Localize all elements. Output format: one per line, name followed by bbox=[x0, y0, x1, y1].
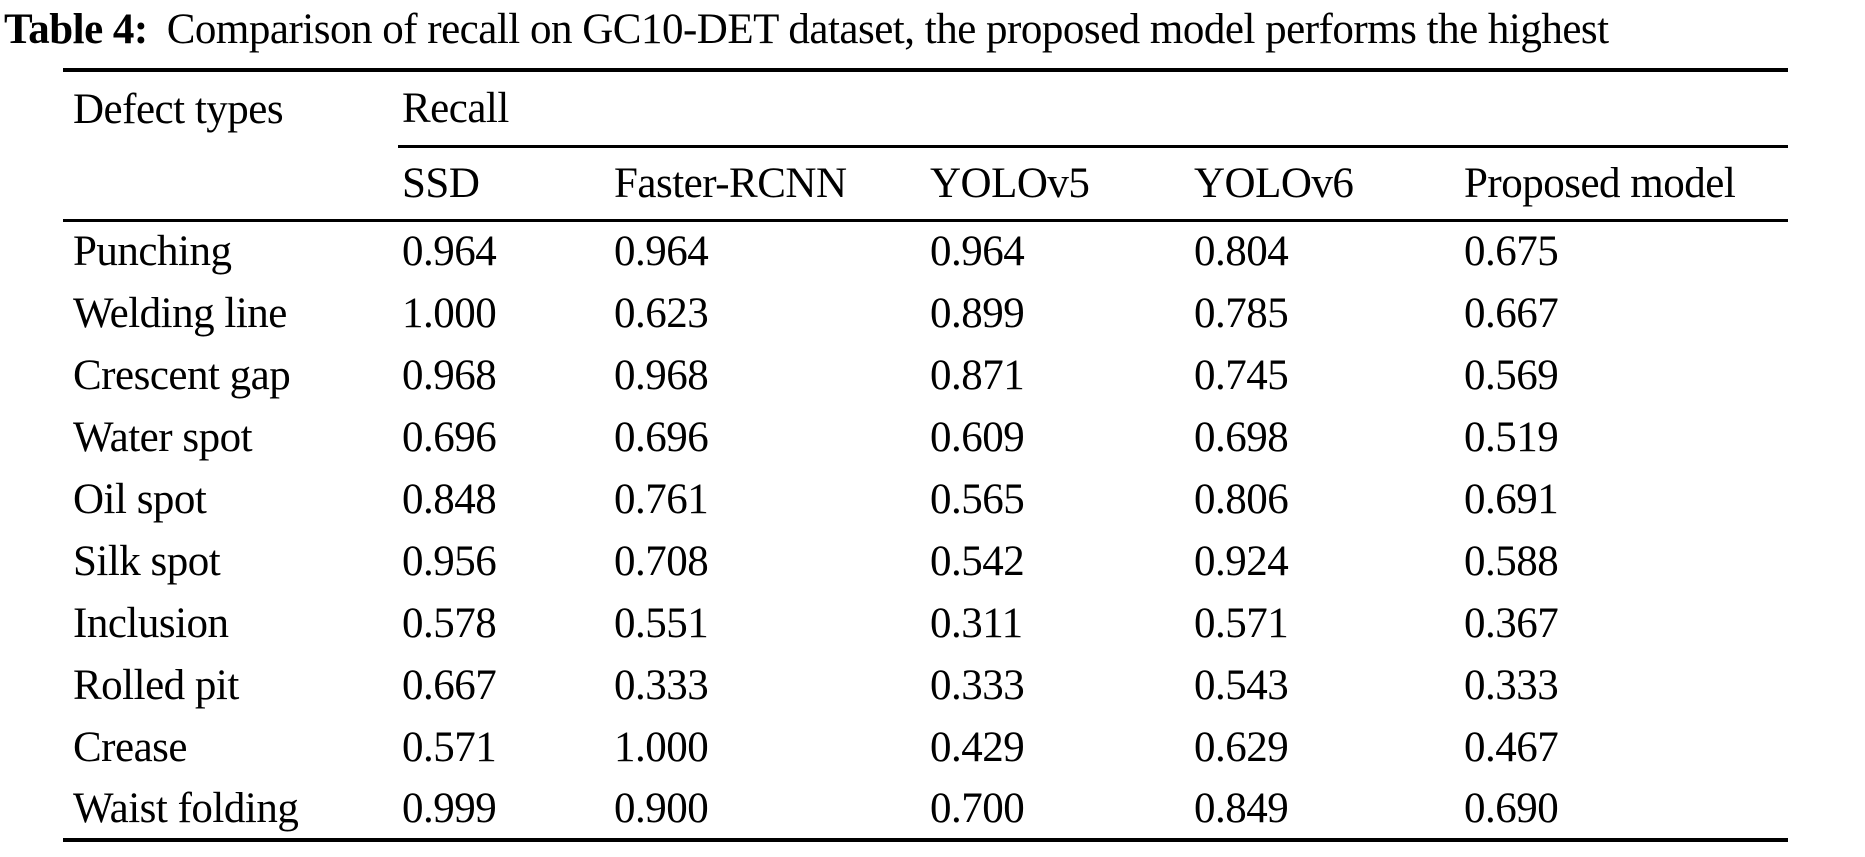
recall-value-cell: 0.691 bbox=[1464, 475, 1559, 523]
recall-value-cell: 1.000 bbox=[614, 723, 709, 771]
recall-value-cell: 0.333 bbox=[614, 661, 709, 709]
recall-value-cell: 0.519 bbox=[1464, 413, 1559, 461]
table-row: Water spot 0.696 0.696 0.609 0.698 0.519 bbox=[63, 406, 1788, 468]
recall-value-cell: 1.000 bbox=[402, 289, 497, 337]
table-row: Welding line 1.000 0.623 0.899 0.785 0.6… bbox=[63, 282, 1788, 344]
table-row: Inclusion 0.578 0.551 0.311 0.571 0.367 bbox=[63, 592, 1788, 654]
recall-value-cell: 0.571 bbox=[1194, 599, 1289, 647]
defect-name-cell: Inclusion bbox=[73, 599, 229, 647]
recall-value-cell: 0.698 bbox=[1194, 413, 1289, 461]
recall-value-cell: 0.999 bbox=[402, 784, 497, 832]
recall-value-cell: 0.690 bbox=[1464, 784, 1559, 832]
recall-value-cell: 0.700 bbox=[930, 784, 1025, 832]
table-header-row-group: Defect types Recall bbox=[63, 70, 1789, 148]
recall-value-cell: 0.667 bbox=[1464, 289, 1559, 337]
recall-value-cell: 0.696 bbox=[614, 413, 709, 461]
model-header-ssd: SSD bbox=[398, 146, 610, 222]
recall-value-cell: 0.467 bbox=[1464, 723, 1559, 771]
defect-name-cell: Crescent gap bbox=[73, 351, 291, 399]
model-header-faster-rcnn: Faster-RCNN bbox=[610, 146, 926, 222]
model-header-yolov5: YOLOv5 bbox=[926, 146, 1190, 222]
recall-value-cell: 0.708 bbox=[614, 537, 709, 585]
defect-name-cell: Silk spot bbox=[73, 537, 221, 585]
defect-name-cell: Crease bbox=[73, 723, 188, 771]
recall-value-cell: 0.551 bbox=[614, 599, 709, 647]
caption-label: Table 4: bbox=[4, 6, 148, 53]
recall-value-cell: 0.333 bbox=[1464, 661, 1559, 709]
table-header-row-models: SSD Faster-RCNN YOLOv5 YOLOv6 Proposed m… bbox=[63, 146, 1789, 222]
table-row: Waist folding 0.999 0.900 0.700 0.849 0.… bbox=[63, 778, 1788, 840]
recall-value-cell: 0.569 bbox=[1464, 351, 1559, 399]
recall-value-cell: 0.675 bbox=[1464, 228, 1559, 276]
recall-value-cell: 0.956 bbox=[402, 537, 497, 585]
recall-value-cell: 0.745 bbox=[1194, 351, 1289, 399]
table-row: Oil spot 0.848 0.761 0.565 0.806 0.691 bbox=[63, 468, 1788, 530]
recall-value-cell: 0.571 bbox=[402, 723, 497, 771]
recall-value-cell: 0.629 bbox=[1194, 723, 1289, 771]
recall-value-cell: 0.542 bbox=[930, 537, 1025, 585]
table-row: Rolled pit 0.667 0.333 0.333 0.543 0.333 bbox=[63, 654, 1788, 716]
recall-value-cell: 0.871 bbox=[930, 351, 1025, 399]
recall-value-cell: 0.900 bbox=[614, 784, 709, 832]
recall-value-cell: 0.964 bbox=[402, 228, 497, 276]
recall-value-cell: 0.899 bbox=[930, 289, 1025, 337]
recall-value-cell: 0.848 bbox=[402, 475, 497, 523]
empty-header-cell bbox=[63, 146, 398, 222]
table-row: Crease 0.571 1.000 0.429 0.629 0.467 bbox=[63, 716, 1788, 778]
recall-value-cell: 0.964 bbox=[930, 228, 1025, 276]
table-row: Silk spot 0.956 0.708 0.542 0.924 0.588 bbox=[63, 530, 1788, 592]
recall-value-cell: 0.849 bbox=[1194, 784, 1289, 832]
table-caption: Table 4: Comparison of recall on GC10-DET… bbox=[4, 2, 1609, 58]
defect-name-cell: Welding line bbox=[73, 289, 287, 337]
recall-value-cell: 0.311 bbox=[930, 599, 1023, 647]
recall-value-cell: 0.968 bbox=[614, 351, 709, 399]
recall-value-cell: 0.588 bbox=[1464, 537, 1559, 585]
recall-value-cell: 0.804 bbox=[1194, 228, 1289, 276]
recall-value-cell: 0.333 bbox=[930, 661, 1025, 709]
caption-text: Comparison of recall on GC10-DET dataset… bbox=[166, 6, 1609, 53]
recall-value-cell: 0.623 bbox=[614, 289, 709, 337]
table-row: Crescent gap 0.968 0.968 0.871 0.745 0.5… bbox=[63, 344, 1788, 406]
recall-value-cell: 0.667 bbox=[402, 661, 497, 709]
model-header-yolov6: YOLOv6 bbox=[1190, 146, 1460, 222]
recall-value-cell: 0.968 bbox=[402, 351, 497, 399]
recall-value-cell: 0.578 bbox=[402, 599, 497, 647]
defect-name-cell: Rolled pit bbox=[73, 661, 239, 709]
recall-value-cell: 0.785 bbox=[1194, 289, 1289, 337]
recall-value-cell: 0.367 bbox=[1464, 599, 1559, 647]
recall-value-cell: 0.429 bbox=[930, 723, 1025, 771]
recall-value-cell: 0.761 bbox=[614, 475, 709, 523]
recall-comparison-table: Defect types Recall SSD Faster-RCNN YOLO… bbox=[63, 68, 1789, 842]
defect-name-cell: Water spot bbox=[73, 413, 253, 461]
defect-name-cell: Waist folding bbox=[73, 784, 299, 832]
defect-name-cell: Oil spot bbox=[73, 475, 207, 523]
recall-value-cell: 0.609 bbox=[930, 413, 1025, 461]
recall-group-header: Recall bbox=[398, 70, 1789, 148]
model-header-proposed: Proposed model bbox=[1460, 146, 1789, 222]
recall-value-cell: 0.924 bbox=[1194, 537, 1289, 585]
table-row: Punching 0.964 0.964 0.964 0.804 0.675 bbox=[63, 220, 1788, 282]
recall-value-cell: 0.565 bbox=[930, 475, 1025, 523]
defect-name-cell: Punching bbox=[73, 228, 232, 276]
recall-value-cell: 0.696 bbox=[402, 413, 497, 461]
recall-value-cell: 0.806 bbox=[1194, 475, 1289, 523]
recall-value-cell: 0.964 bbox=[614, 228, 709, 276]
defect-types-header: Defect types bbox=[73, 85, 284, 133]
recall-value-cell: 0.543 bbox=[1194, 661, 1289, 709]
